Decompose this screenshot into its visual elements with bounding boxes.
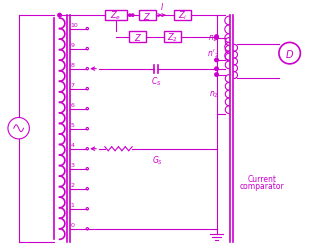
Circle shape <box>215 37 218 40</box>
Text: comparator: comparator <box>240 181 285 191</box>
FancyBboxPatch shape <box>139 11 156 21</box>
Text: 8: 8 <box>71 63 75 68</box>
Text: $Z_e$: $Z_e$ <box>110 10 122 22</box>
Text: 1: 1 <box>71 203 75 207</box>
Circle shape <box>132 15 134 17</box>
Text: $G_S$: $G_S$ <box>152 154 163 166</box>
FancyBboxPatch shape <box>174 11 191 21</box>
Text: 4: 4 <box>71 143 75 148</box>
Text: 7: 7 <box>71 83 75 88</box>
Text: 5: 5 <box>71 123 75 128</box>
Text: $n_1$: $n_1$ <box>208 34 218 44</box>
Circle shape <box>215 68 218 71</box>
Text: $n_2$: $n_2$ <box>209 89 219 100</box>
Text: 2: 2 <box>71 182 75 187</box>
Text: $I$: $I$ <box>160 1 164 12</box>
Text: 6: 6 <box>71 103 75 108</box>
Text: $C_S$: $C_S$ <box>150 75 161 88</box>
Circle shape <box>215 74 218 77</box>
Text: $D$: $D$ <box>285 48 294 60</box>
Text: $Z$: $Z$ <box>133 32 142 43</box>
Text: 9: 9 <box>71 43 75 48</box>
Text: 0: 0 <box>71 223 75 227</box>
Text: $n'_2$: $n'_2$ <box>206 48 219 60</box>
FancyBboxPatch shape <box>129 32 146 43</box>
Circle shape <box>215 36 218 39</box>
FancyBboxPatch shape <box>164 32 181 43</box>
FancyBboxPatch shape <box>105 11 127 21</box>
Text: 3: 3 <box>71 163 75 168</box>
Circle shape <box>129 15 131 17</box>
Text: $Z_i$: $Z_i$ <box>178 10 187 22</box>
Text: $Z_2$: $Z_2$ <box>167 31 178 44</box>
Circle shape <box>58 14 61 18</box>
Text: $Z$: $Z$ <box>143 11 151 21</box>
Circle shape <box>215 59 218 62</box>
Text: 10: 10 <box>71 23 78 28</box>
Text: Current: Current <box>248 175 277 184</box>
